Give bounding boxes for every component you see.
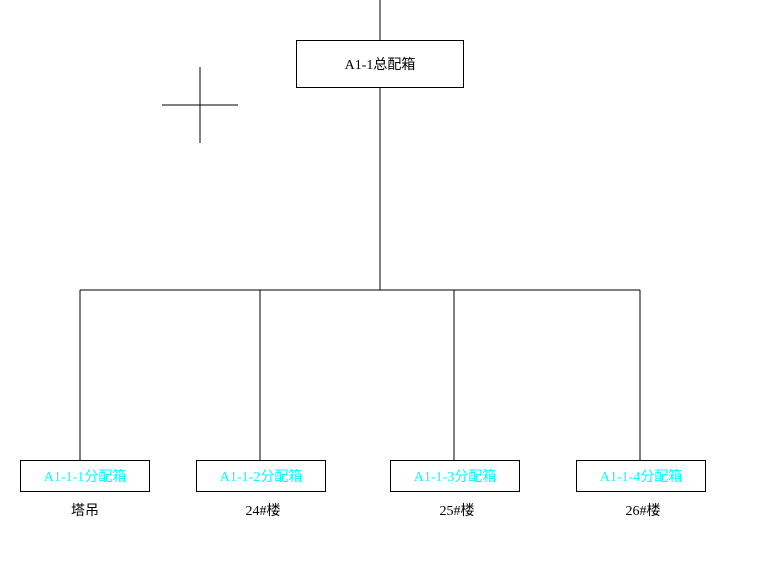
child-node-box: A1-1-3分配箱 (390, 460, 520, 492)
child-sub-label: 24#楼 (223, 500, 303, 520)
child-sub-label: 塔吊 (45, 500, 125, 520)
child-node-box: A1-1-2分配箱 (196, 460, 326, 492)
child-node-label: A1-1-4分配箱 (600, 466, 682, 486)
child-node-label: A1-1-1分配箱 (44, 466, 126, 486)
root-node-label: A1-1总配箱 (345, 54, 416, 74)
child-node-box: A1-1-1分配箱 (20, 460, 150, 492)
child-node-label: A1-1-3分配箱 (414, 466, 496, 486)
child-sub-label: 25#楼 (417, 500, 497, 520)
root-node-box: A1-1总配箱 (296, 40, 464, 88)
child-node-label: A1-1-2分配箱 (220, 466, 302, 486)
child-sub-label: 26#楼 (603, 500, 683, 520)
child-node-box: A1-1-4分配箱 (576, 460, 706, 492)
